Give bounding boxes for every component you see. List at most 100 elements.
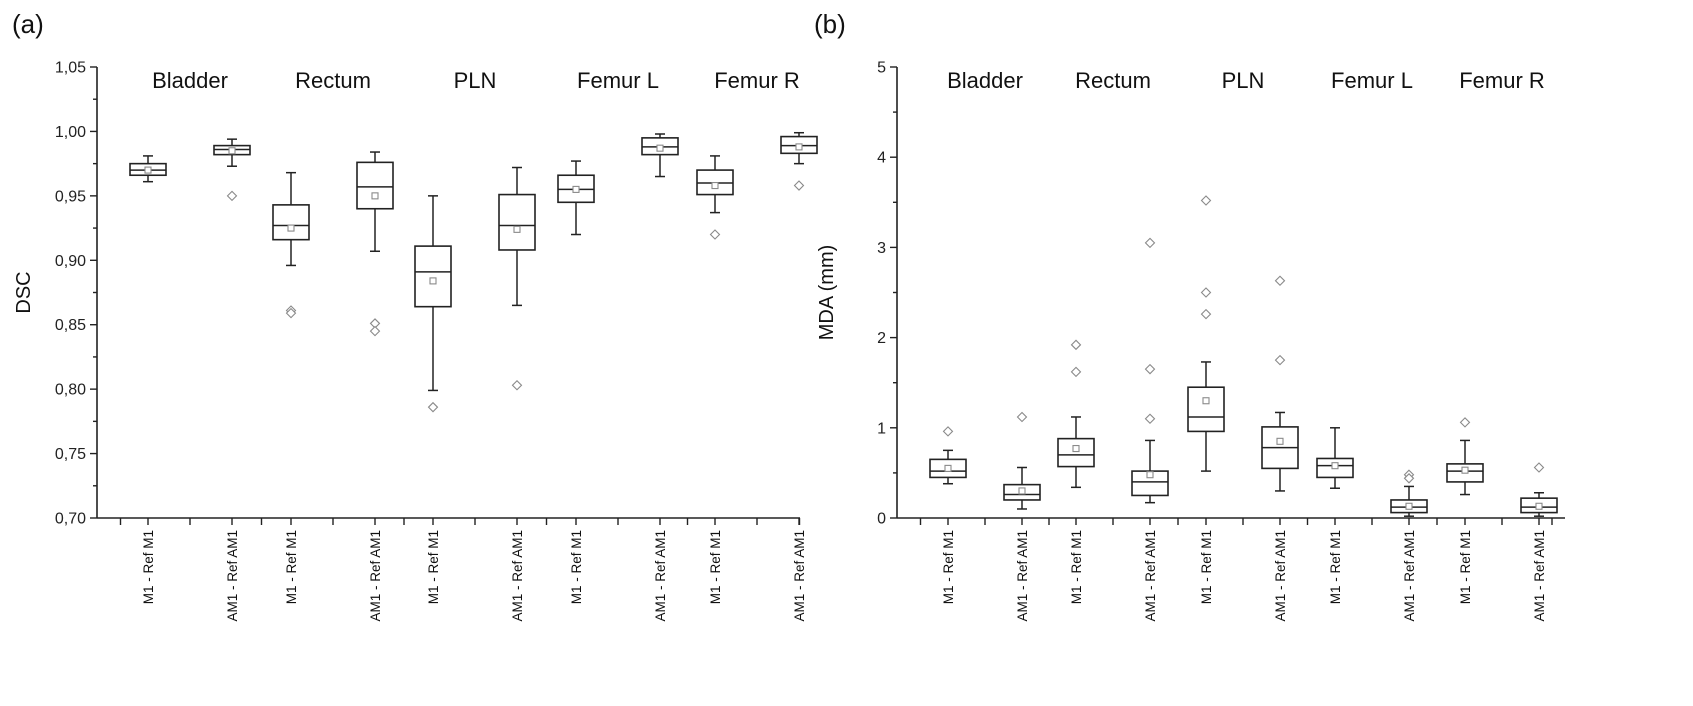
y-tick-label: 5 bbox=[877, 60, 886, 77]
x-category-label: AM1 - Ref AM1 bbox=[368, 530, 383, 622]
x-category-label: M1 - Ref M1 bbox=[1069, 530, 1084, 604]
y-axis-label: DSC bbox=[13, 271, 35, 313]
x-category-label: AM1 - Ref AM1 bbox=[1015, 530, 1030, 622]
iqr-box bbox=[498, 193, 536, 251]
group-label-femur-r: Femur R bbox=[714, 68, 800, 93]
mean-marker bbox=[1202, 397, 1210, 405]
y-tick-label: 0 bbox=[877, 511, 886, 528]
x-category-label: AM1 - Ref AM1 bbox=[1532, 530, 1547, 622]
outlier-marker bbox=[226, 190, 238, 202]
mean-marker bbox=[1535, 502, 1543, 510]
x-category-label: AM1 - Ref AM1 bbox=[1143, 530, 1158, 622]
outlier-marker bbox=[1144, 237, 1156, 249]
iqr-box bbox=[1187, 386, 1225, 433]
mean-marker bbox=[1331, 462, 1339, 470]
outlier-marker bbox=[1274, 275, 1286, 287]
group-label-pln: PLN bbox=[454, 68, 497, 93]
box-rectum-m1 bbox=[1057, 339, 1095, 489]
x-category-label: AM1 - Ref AM1 bbox=[653, 530, 668, 622]
box-pln-am1 bbox=[1261, 275, 1299, 492]
outlier-marker bbox=[1016, 411, 1028, 423]
outlier-marker bbox=[942, 426, 954, 437]
y-tick-label: 1,05 bbox=[55, 60, 86, 77]
y-tick-label: 1 bbox=[877, 420, 886, 437]
box-bladder-m1 bbox=[929, 426, 967, 485]
mean-marker bbox=[1072, 444, 1080, 453]
x-category-label: AM1 - Ref AM1 bbox=[1402, 530, 1417, 622]
y-tick-label: 1,00 bbox=[55, 124, 86, 141]
mean-marker bbox=[1461, 466, 1469, 474]
x-category-label: M1 - Ref M1 bbox=[1199, 530, 1214, 604]
mean-marker bbox=[795, 143, 803, 151]
x-category-label: AM1 - Ref AM1 bbox=[1273, 530, 1288, 622]
box-femur-l-m1 bbox=[557, 160, 595, 236]
mean-marker bbox=[711, 181, 719, 190]
y-tick-label: 2 bbox=[877, 330, 886, 347]
box-pln-m1 bbox=[414, 195, 452, 413]
outlier-marker bbox=[369, 325, 381, 337]
y-tick-label: 0,95 bbox=[55, 188, 86, 205]
box-bladder-am1 bbox=[1003, 411, 1041, 510]
box-rectum-am1 bbox=[1131, 237, 1169, 504]
outlier-marker bbox=[1144, 363, 1156, 375]
y-tick-label: 0,80 bbox=[55, 382, 86, 399]
mean-marker bbox=[144, 166, 152, 174]
outlier-marker bbox=[1403, 473, 1415, 484]
group-label-rectum: Rectum bbox=[1075, 68, 1151, 93]
group-label-pln: PLN bbox=[1222, 68, 1265, 93]
outlier-marker bbox=[1200, 308, 1212, 320]
box-bladder-am1 bbox=[213, 138, 251, 202]
outlier-marker bbox=[709, 229, 721, 240]
group-label-bladder: Bladder bbox=[152, 68, 228, 93]
group-label-bladder: Bladder bbox=[947, 68, 1023, 93]
outlier-marker bbox=[1200, 195, 1212, 206]
box-femur-r-m1 bbox=[696, 155, 734, 240]
iqr-box bbox=[1057, 437, 1095, 468]
box-femur-l-m1 bbox=[1316, 427, 1354, 489]
x-category-label: M1 - Ref M1 bbox=[1328, 530, 1343, 604]
box-pln-m1 bbox=[1187, 195, 1225, 472]
iqr-box bbox=[356, 161, 394, 210]
outlier-marker bbox=[1200, 287, 1212, 298]
mean-marker bbox=[228, 147, 236, 155]
group-label-femur-r: Femur R bbox=[1459, 68, 1545, 93]
x-category-label: M1 - Ref M1 bbox=[569, 530, 584, 604]
y-tick-label: 0,75 bbox=[55, 446, 86, 463]
panel-a: (a) DSC 0,70 0,75 0,80 0,85 0,90 0,95 1,00 1,05 Bl… bbox=[12, 9, 818, 622]
panel-b: (b) MDA (mm) 0 1 2 3 4 5 Bladder Rectum PLN Femur L… bbox=[814, 9, 1565, 622]
x-category-label: M1 - Ref M1 bbox=[426, 530, 441, 604]
box-femur-r-am1 bbox=[1520, 462, 1558, 517]
box-femur-l-am1 bbox=[641, 133, 679, 178]
mean-marker bbox=[572, 185, 580, 193]
mean-marker bbox=[944, 464, 952, 472]
box-rectum-am1 bbox=[356, 151, 394, 337]
y-tick-label: 0,90 bbox=[55, 253, 86, 270]
outlier-marker bbox=[285, 307, 297, 319]
x-category-label: AM1 - Ref AM1 bbox=[225, 530, 240, 622]
y-tick-label: 0,70 bbox=[55, 511, 86, 528]
outlier-marker bbox=[1274, 354, 1286, 366]
mean-marker bbox=[1276, 437, 1284, 445]
box-femur-r-am1 bbox=[780, 131, 818, 191]
panel-label: (a) bbox=[12, 9, 44, 39]
outlier-marker bbox=[793, 180, 805, 191]
outlier-marker bbox=[1070, 339, 1082, 351]
box-femur-l-am1 bbox=[1390, 469, 1428, 517]
x-category-label: M1 - Ref M1 bbox=[708, 530, 723, 604]
group-label-femur-l: Femur L bbox=[577, 68, 659, 93]
y-tick-label: 0,85 bbox=[55, 317, 86, 334]
mean-marker bbox=[1405, 502, 1413, 510]
x-category-label: AM1 - Ref AM1 bbox=[792, 530, 807, 622]
x-category-label: M1 - Ref M1 bbox=[941, 530, 956, 604]
x-category-label: M1 - Ref M1 bbox=[284, 530, 299, 604]
outlier-marker bbox=[1533, 462, 1545, 473]
box-femur-r-m1 bbox=[1446, 417, 1484, 496]
outlier-marker bbox=[1144, 413, 1156, 425]
y-tick-label: 4 bbox=[877, 150, 886, 167]
box-bladder-m1 bbox=[129, 155, 167, 183]
outlier-marker bbox=[1459, 417, 1471, 428]
mean-marker bbox=[513, 225, 521, 233]
iqr-box bbox=[414, 245, 452, 308]
y-axis-label: MDA (mm) bbox=[816, 245, 838, 341]
